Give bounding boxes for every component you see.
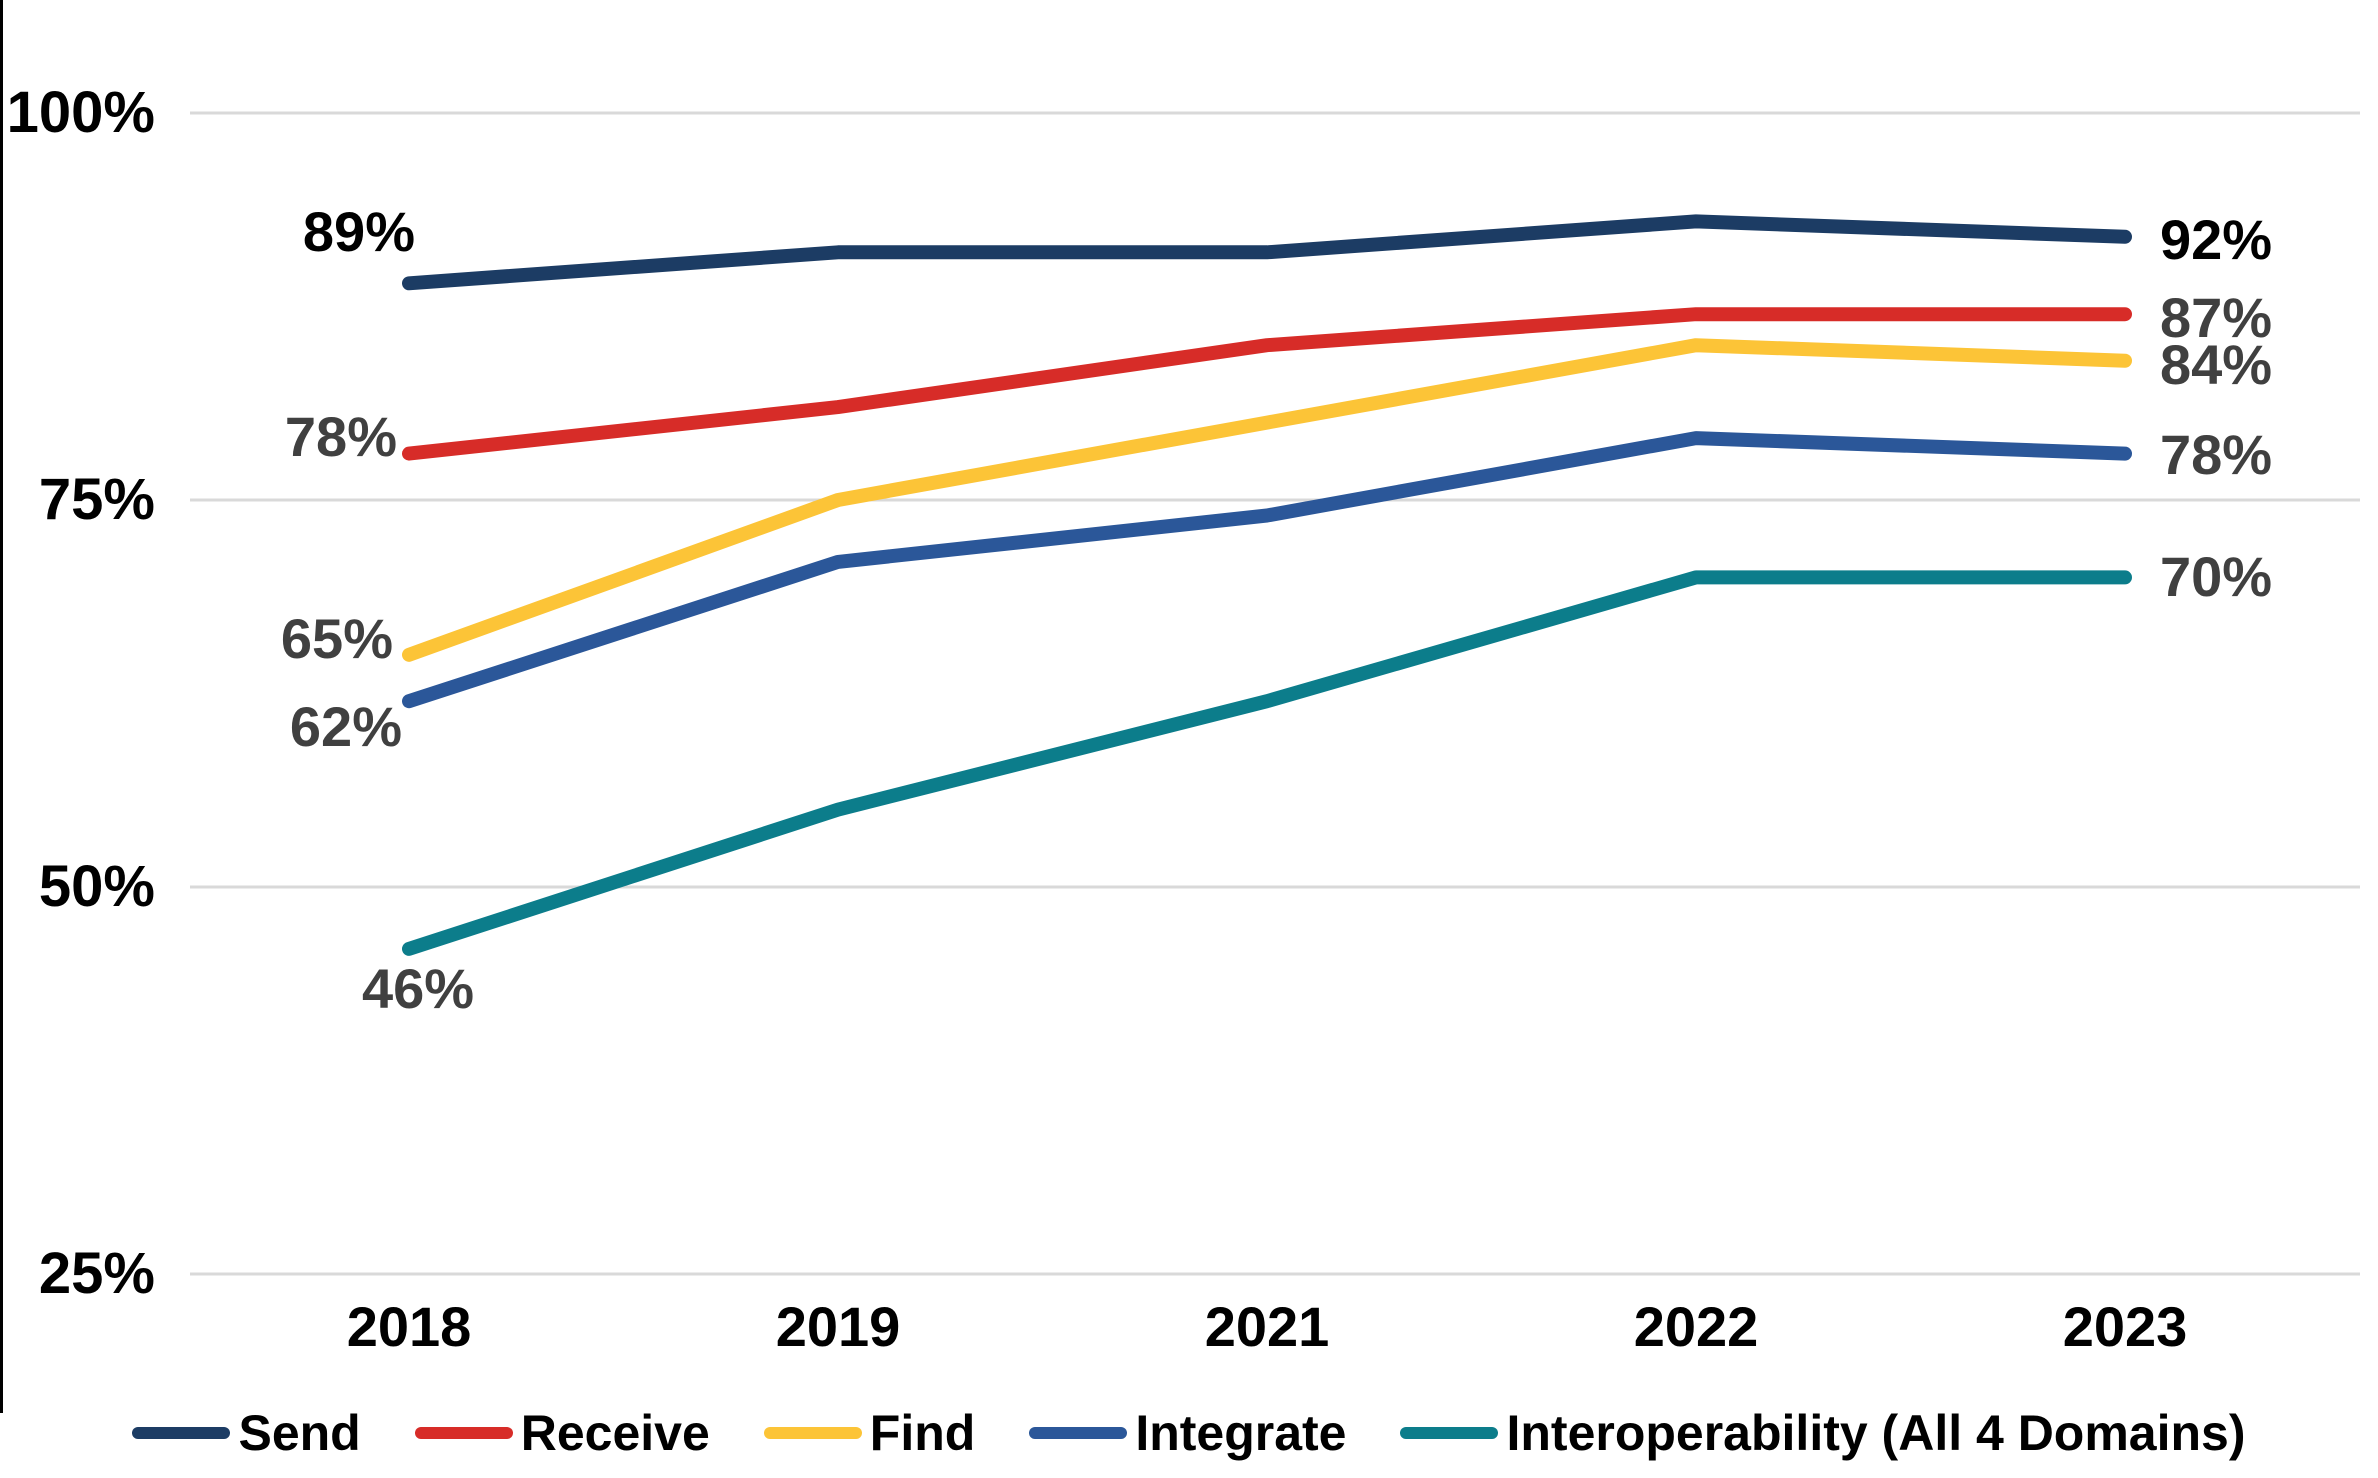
y-axis-tick-50: 50% bbox=[38, 854, 155, 919]
series-line-find bbox=[402, 338, 2132, 662]
data-label-find-2023: 84% bbox=[2160, 333, 2273, 396]
y-axis-tick-25: 25% bbox=[38, 1241, 155, 1306]
legend-item-find: Find bbox=[763, 1398, 976, 1468]
data-label-receive-2023: 87% bbox=[2160, 286, 2273, 349]
legend-label-integrate: Integrate bbox=[1135, 1405, 1347, 1461]
legend-item-send: Send bbox=[132, 1398, 361, 1468]
legend-label-receive: Receive bbox=[520, 1405, 710, 1461]
legend-swatch-send bbox=[132, 1427, 231, 1439]
legend-label-interoperability: Interoperability (All 4 Domains) bbox=[1506, 1405, 2246, 1461]
x-axis-label-2019: 2019 bbox=[775, 1295, 901, 1358]
data-label-integrate-2023: 78% bbox=[2160, 423, 2273, 486]
legend-item-integrate: Integrate bbox=[1029, 1398, 1346, 1468]
data-label-send-2018: 89% bbox=[302, 200, 415, 263]
x-axis-label-2023: 2023 bbox=[2062, 1295, 2188, 1358]
data-label-interop-2023: 70% bbox=[2160, 545, 2273, 608]
legend-swatch-integrate bbox=[1029, 1427, 1128, 1439]
plot-frame-left-edge bbox=[0, 0, 3, 1413]
legend-item-receive: Receive bbox=[414, 1398, 710, 1468]
legend-label-find: Find bbox=[869, 1405, 976, 1461]
series-line-interoperability-all-4-domains bbox=[402, 570, 2132, 956]
y-axis-tick-75: 75% bbox=[38, 467, 155, 532]
series-line-send bbox=[402, 214, 2132, 291]
x-axis-label-2022: 2022 bbox=[1633, 1295, 1759, 1358]
series-line-integrate bbox=[402, 431, 2132, 709]
legend: Send Receive Find Integrate Interoperabi… bbox=[0, 1398, 2378, 1468]
series-line-receive bbox=[402, 307, 2132, 461]
y-axis-tick-100: 100% bbox=[6, 80, 155, 145]
data-label-interop-2018: 46% bbox=[361, 957, 475, 1020]
legend-swatch-find bbox=[763, 1427, 862, 1439]
legend-label-send: Send bbox=[238, 1405, 361, 1461]
legend-swatch-receive bbox=[414, 1427, 513, 1439]
data-label-receive-2018: 78% bbox=[284, 405, 397, 468]
data-label-integrate-2018: 62% bbox=[289, 695, 402, 758]
x-axis-label-2018: 2018 bbox=[346, 1295, 472, 1358]
x-axis-label-2021: 2021 bbox=[1204, 1295, 1330, 1358]
data-label-find-2018: 65% bbox=[280, 607, 393, 670]
legend-swatch-interoperability bbox=[1400, 1427, 1499, 1439]
data-label-send-2023: 92% bbox=[2160, 208, 2273, 271]
legend-item-interoperability: Interoperability (All 4 Domains) bbox=[1400, 1398, 2246, 1468]
